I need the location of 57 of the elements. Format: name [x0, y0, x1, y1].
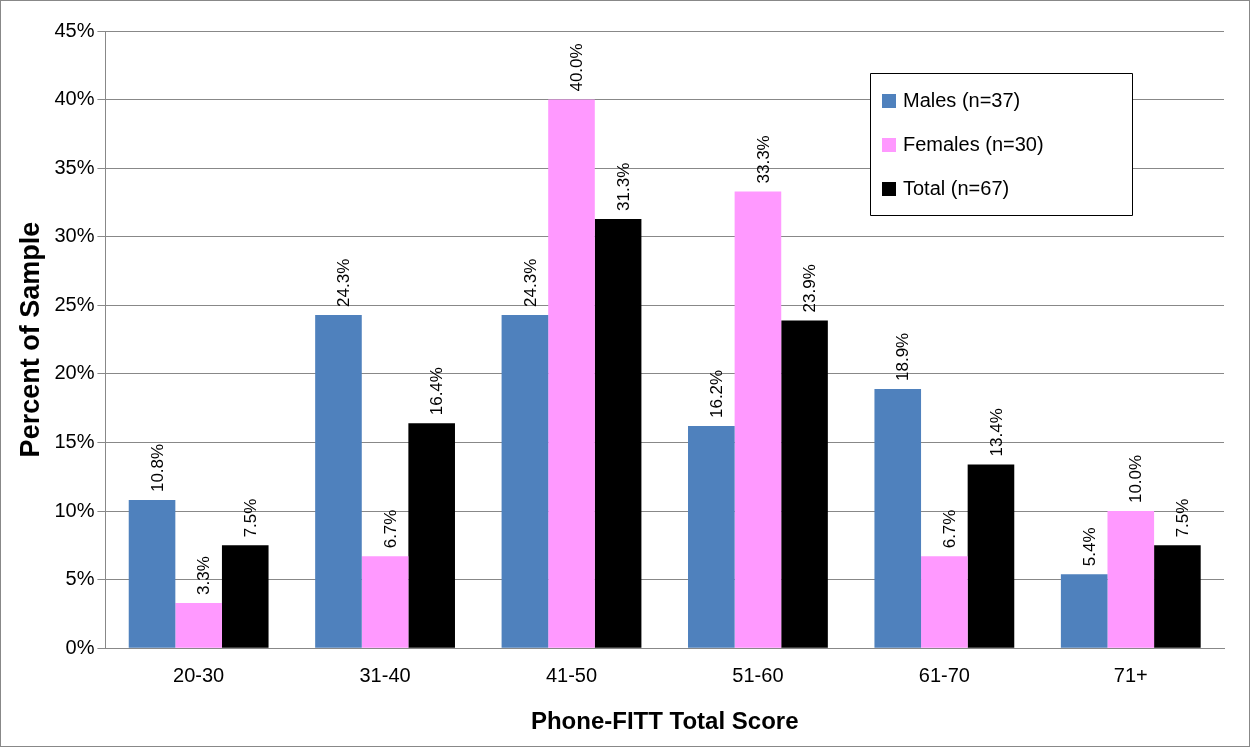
legend-label: Females (n=30) [903, 132, 1044, 155]
bar [734, 191, 782, 648]
bar [501, 314, 549, 648]
data-label: 10.0% [1126, 454, 1146, 504]
y-tick-label: 35% [54, 155, 95, 178]
y-tick-label: 30% [54, 224, 95, 247]
data-label: 40.0% [567, 43, 587, 92]
data-label: 3.3% [194, 556, 214, 595]
legend-label: Total (n=67) [903, 176, 1010, 199]
data-label: 7.5% [240, 498, 260, 538]
data-label: 10.8% [147, 443, 167, 493]
data-label: 18.9% [893, 332, 913, 381]
data-label: 24.3% [520, 258, 540, 307]
legend-label: Males (n=37) [903, 88, 1021, 111]
y-tick-label: 15% [54, 429, 95, 452]
y-tick-label: 0% [65, 635, 95, 658]
bar [921, 556, 968, 648]
x-tick-label: 51-60 [732, 663, 784, 686]
bar [221, 545, 269, 648]
data-label: 6.7% [380, 509, 400, 549]
bar [1154, 545, 1201, 648]
x-tick-label: 41-50 [545, 663, 598, 686]
y-axis-title: Percent of Sample [14, 221, 45, 458]
bar [1107, 511, 1155, 648]
bar [175, 602, 222, 648]
y-tick-label: 40% [54, 87, 95, 110]
y-tick-label: 45% [54, 18, 95, 41]
x-tick-label: 61-70 [918, 663, 970, 686]
bar [688, 426, 735, 648]
bar [361, 556, 409, 648]
bar [548, 99, 595, 648]
x-tick-label: 20-30 [173, 663, 225, 686]
y-tick-label: 10% [54, 498, 95, 521]
y-tick-label: 5% [65, 567, 95, 590]
bar [408, 423, 455, 648]
y-tick-label: 25% [54, 292, 95, 315]
bar [967, 464, 1015, 648]
data-label: 16.2% [707, 369, 727, 419]
data-label: 6.7% [940, 509, 960, 549]
x-axis-title: Phone-FITT Total Score [530, 707, 799, 735]
bar [594, 218, 642, 648]
data-label: 16.4% [427, 367, 447, 416]
x-tick-label: 71+ [1113, 663, 1148, 686]
data-label: 33.3% [753, 135, 773, 184]
bar [128, 500, 176, 648]
x-tick-label: 31-40 [359, 663, 411, 686]
data-label: 13.4% [986, 408, 1006, 457]
data-label: 7.5% [1173, 498, 1193, 538]
bar [315, 314, 362, 648]
data-label: 23.9% [800, 264, 820, 313]
bar [874, 388, 922, 648]
data-label: 5.4% [1079, 527, 1099, 567]
bar [1060, 574, 1108, 648]
data-label: 31.3% [613, 162, 633, 211]
y-tick-label: 20% [54, 361, 95, 384]
data-label: 24.3% [334, 258, 354, 307]
bar [781, 320, 828, 648]
